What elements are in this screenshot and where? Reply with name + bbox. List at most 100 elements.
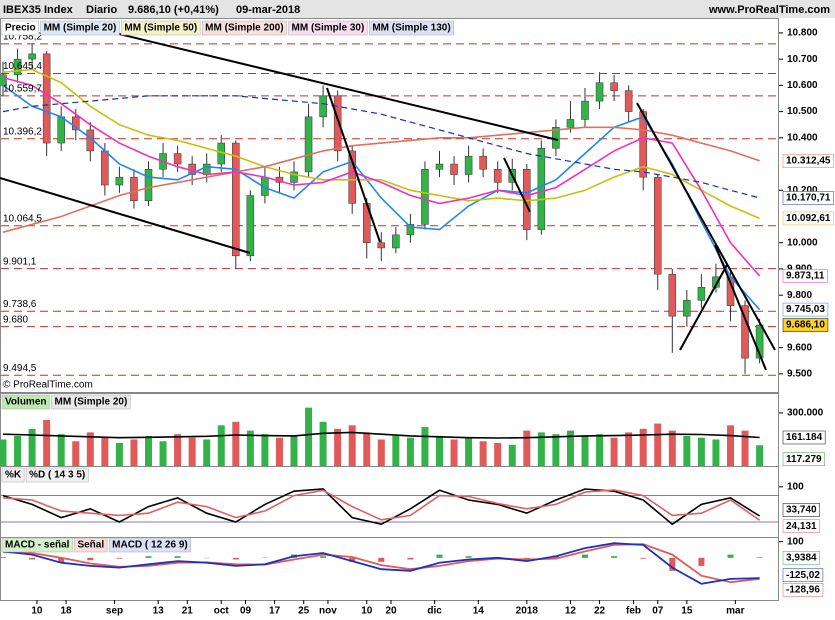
level-label: 10.758,2: [3, 32, 42, 43]
volume-bar: [319, 421, 327, 466]
x-tick-label: oct: [214, 606, 230, 617]
trend-line: [714, 244, 767, 371]
trend-line: [679, 264, 728, 351]
candle-body: [493, 169, 502, 183]
level-label: 10.645,4: [3, 61, 42, 72]
legend-label: MM (Simple 20): [44, 23, 117, 34]
plot-layer: 10.800 10.700 10.600 10.500 10.400 10.200 10.0…: [0, 28, 824, 617]
x-tick-label: 10: [31, 606, 43, 617]
histogram-bar: [669, 557, 676, 571]
volume-bar: [712, 439, 720, 466]
volume-bar: [639, 428, 647, 466]
level-label: 10.064,5: [3, 213, 42, 224]
copyright: © ProRealTime.com: [3, 380, 93, 391]
x-tick-label: 18: [60, 606, 72, 617]
level-label: 9.680: [3, 314, 28, 325]
volume-bar: [523, 430, 531, 466]
candle-body: [377, 242, 386, 249]
volume-bar: [14, 435, 22, 466]
volume-bar: [610, 437, 618, 466]
candle-body: [144, 169, 153, 202]
x-tick-label: nov: [319, 606, 337, 617]
candle-body: [668, 273, 677, 317]
x-tick-label: 2018: [516, 606, 539, 617]
legend-box: [1, 20, 39, 36]
legend-label: MACD - señal: [5, 540, 70, 551]
volume-bar: [275, 437, 283, 466]
x-tick-label: 12: [565, 606, 577, 617]
volume-bar: [145, 435, 152, 466]
level-label: 9.494,5: [3, 363, 37, 374]
volume-bar: [57, 434, 65, 466]
candle-body: [755, 324, 764, 359]
last-value-box: [782, 568, 824, 582]
legend-box: [201, 20, 287, 36]
x-tick-label: 17: [269, 606, 281, 617]
histogram-bar: [407, 557, 414, 560]
histogram-bar: [58, 557, 65, 563]
legend-box: [1, 537, 73, 553]
price-frame: [0, 18, 779, 393]
histogram-bar: [640, 557, 647, 559]
y-tick-label: 9.900: [787, 264, 812, 275]
last-value-box: [782, 302, 829, 317]
x-tick-label: sep: [106, 606, 123, 617]
histogram-bar: [232, 557, 239, 560]
candle-body: [741, 305, 749, 359]
legend-label: MM (Simple 130): [372, 23, 450, 34]
volume-bar: [115, 443, 123, 466]
legend-label: MM (Simple 30): [292, 23, 365, 34]
histogram-bar: [727, 554, 734, 558]
y-tick-label: 100: [787, 481, 804, 492]
ma-line: [2, 68, 760, 220]
volume-bar: [668, 430, 676, 466]
legend-box: [121, 20, 201, 36]
candle-body: [130, 176, 138, 202]
volume-bar: [334, 428, 342, 466]
volume-bar: [436, 435, 443, 466]
candle-body: [624, 90, 633, 112]
volume-bar: [508, 444, 516, 466]
last-value-box: [782, 191, 834, 205]
last-value: 117.279: [786, 454, 822, 465]
candle-body: [173, 153, 182, 165]
histogram-bar: [29, 557, 36, 560]
last-value: 24,131: [786, 521, 817, 532]
x-tick-label: feb: [626, 606, 641, 617]
level-label: 10.396,2: [3, 126, 42, 137]
candle-body: [595, 82, 604, 102]
instrument: IBEX35 Index: [3, 4, 74, 16]
x-tick-label: dic: [427, 606, 442, 617]
y-tick-label: 10.800: [787, 28, 818, 39]
last-price: 9.686,10: [786, 320, 825, 331]
histogram-bar: [116, 557, 123, 559]
volume-bar: [537, 432, 545, 466]
volume-bar: [697, 437, 705, 466]
ma-line: [2, 84, 761, 311]
period: Diario: [86, 4, 117, 16]
label-layer: 10.758,2 10.645,4 10.559,7 10.396,2 10.064,5…: [1, 20, 834, 597]
candle-body: [28, 53, 36, 60]
volume-bar: [421, 427, 429, 466]
legend-label: MM (Simple 200): [205, 23, 283, 34]
volume-bar: [159, 441, 167, 466]
ma-line: [2, 95, 760, 199]
volume-bar: [494, 443, 502, 466]
y-tick-label: 300.000: [787, 408, 824, 419]
x-tick-label: 15: [681, 606, 693, 617]
x-tick-label: 14: [473, 606, 485, 617]
histogram-bar: [582, 554, 588, 558]
last-value: 10.170,71: [786, 193, 831, 204]
volume-bar: [450, 439, 458, 466]
candle-body: [290, 171, 298, 183]
x-tick-label: mar: [726, 606, 744, 617]
legend-label: MM (Simple 20): [54, 397, 127, 408]
candle-body: [537, 148, 546, 230]
legend-box: [108, 537, 191, 553]
trend-lines: [0, 32, 776, 371]
volume-bar: [232, 421, 240, 466]
legend-label: MM (Simple 50): [124, 23, 197, 34]
candle-body: [479, 155, 487, 170]
